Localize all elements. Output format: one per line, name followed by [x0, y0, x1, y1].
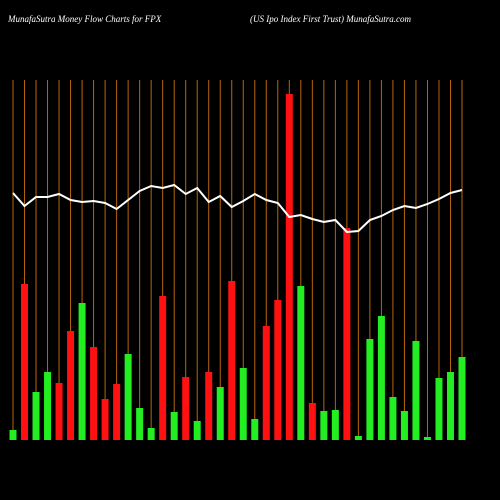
bar	[182, 377, 190, 440]
bar	[400, 411, 408, 440]
bar	[32, 392, 40, 440]
money-flow-line	[12, 183, 463, 234]
bar	[285, 94, 293, 440]
bar	[274, 300, 282, 440]
bar	[377, 316, 385, 440]
bar	[147, 428, 155, 440]
bar	[308, 403, 316, 440]
bar	[297, 286, 305, 440]
bar	[216, 387, 224, 440]
bar	[458, 357, 466, 440]
bar	[423, 437, 431, 440]
bar	[21, 284, 29, 440]
bar	[78, 303, 86, 440]
bar	[228, 281, 236, 440]
bar	[9, 430, 17, 440]
bar	[446, 372, 454, 440]
bar	[435, 378, 443, 440]
bar	[389, 397, 397, 440]
bar	[44, 372, 52, 440]
bar	[101, 399, 109, 440]
bar	[343, 228, 351, 440]
bar	[205, 372, 213, 440]
bar	[366, 339, 374, 440]
bar	[113, 384, 121, 440]
bar	[67, 331, 75, 440]
chart-subtitle: (US Ipo Index First Trust) MunafaSutra.c…	[250, 14, 411, 24]
bar	[320, 411, 328, 440]
bar	[159, 296, 167, 440]
bar	[354, 436, 362, 440]
bar	[124, 354, 132, 440]
bar	[412, 341, 420, 440]
bar	[193, 421, 201, 440]
bar	[251, 419, 259, 440]
bar	[239, 368, 247, 440]
bar	[331, 410, 339, 440]
bar	[55, 383, 63, 440]
bar	[136, 408, 144, 440]
bar	[90, 347, 98, 440]
bar	[262, 326, 270, 440]
chart-title: MunafaSutra Money Flow Charts for FPX	[7, 14, 162, 24]
bar	[170, 412, 178, 440]
